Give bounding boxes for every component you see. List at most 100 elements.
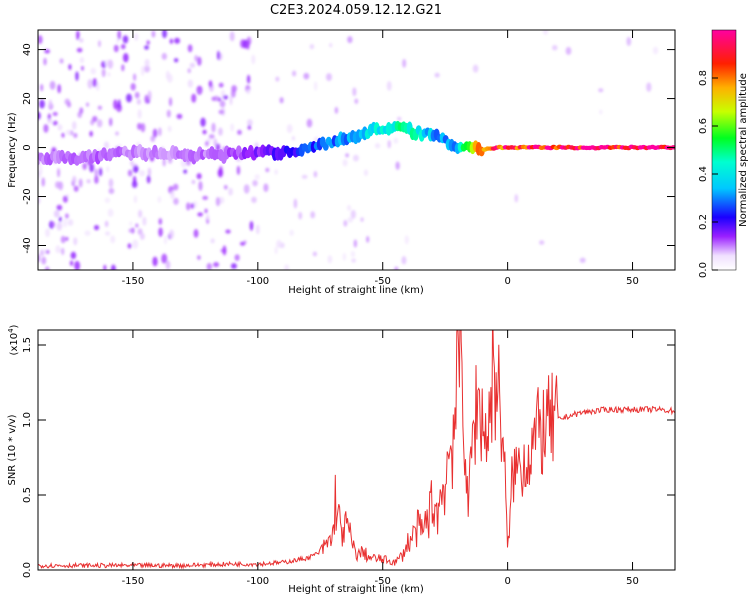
noise-speckle (243, 184, 250, 194)
noise-speckle (39, 99, 45, 109)
noise-speckle (117, 99, 121, 109)
noise-speckle (352, 87, 357, 97)
noise-speckle (104, 197, 111, 204)
noise-speckle (73, 132, 78, 139)
noise-speckle (219, 165, 223, 176)
x-tick-label: -100 (246, 276, 269, 287)
noise-speckle (52, 111, 58, 117)
noise-speckle (113, 99, 118, 110)
noise-speckle (229, 31, 235, 42)
noise-speckle (626, 36, 632, 46)
noise-speckle (173, 197, 179, 205)
noise-speckle (222, 245, 227, 256)
y-tick-label: 1.5 (22, 337, 33, 353)
noise-speckle (147, 167, 152, 177)
noise-speckle (137, 122, 142, 130)
noise-speckle (386, 80, 392, 91)
noise-speckle (110, 235, 116, 244)
noise-speckle (309, 44, 315, 50)
noise-speckle (279, 97, 284, 104)
snr-background (38, 330, 675, 570)
noise-speckle (187, 79, 194, 88)
spectrogram-axes: -150 -100 -50 0 50 -40 -20 0 20 40 (22, 30, 675, 287)
noise-speckle (152, 128, 158, 138)
noise-speckle (200, 117, 206, 127)
noise-speckle (229, 95, 233, 106)
noise-speckle (401, 256, 407, 265)
x-tick-label: -100 (246, 576, 269, 587)
noise-speckle (174, 37, 181, 44)
noise-speckle (289, 229, 294, 236)
noise-speckle (80, 65, 85, 71)
noise-speckle (136, 98, 141, 105)
noise-speckle (286, 124, 293, 134)
noise-speckle (198, 181, 203, 191)
noise-speckle (193, 229, 199, 238)
noise-speckle (122, 52, 129, 63)
noise-speckle (652, 46, 659, 55)
noise-speckle (44, 266, 50, 270)
noise-speckle (325, 73, 332, 82)
noise-speckle (402, 58, 407, 68)
noise-speckle (228, 187, 233, 196)
noise-speckle (539, 240, 545, 245)
noise-speckle (72, 175, 77, 185)
noise-speckle (291, 70, 297, 77)
noise-speckle (543, 30, 548, 35)
noise-speckle (76, 30, 80, 41)
noise-speckle (84, 230, 91, 236)
noise-speckle (129, 221, 133, 226)
noise-speckle (298, 211, 303, 220)
noise-speckle (133, 33, 139, 41)
noise-speckle (115, 131, 119, 136)
noise-speckle (166, 109, 171, 118)
noise-speckle (108, 187, 115, 195)
noise-speckle (108, 178, 114, 188)
noise-speckle (189, 62, 196, 68)
noise-speckle (251, 196, 257, 203)
noise-speckle (55, 245, 61, 254)
noise-speckle (216, 50, 220, 61)
noise-speckle (150, 135, 156, 142)
noise-speckle (206, 262, 213, 270)
y-tick-label: 1.0 (22, 412, 33, 428)
noise-speckle (599, 109, 603, 115)
noise-speckle (94, 168, 98, 178)
colorbar-tick-label: 0.8 (698, 70, 709, 86)
noise-speckle (169, 38, 174, 44)
x-tick-label: -50 (375, 276, 391, 287)
noise-speckle (146, 174, 151, 184)
noise-speckle (565, 46, 572, 55)
noise-speckle (38, 111, 41, 120)
noise-speckle (69, 260, 74, 266)
noise-speckle (197, 212, 203, 217)
noise-speckle (57, 124, 63, 131)
x-tick-label: 50 (626, 276, 639, 287)
noise-speckle (135, 223, 139, 228)
noise-speckle (92, 78, 97, 88)
noise-speckle (176, 113, 183, 119)
noise-speckle (231, 85, 237, 93)
y-tick-label: 0.5 (22, 487, 33, 503)
noise-speckle (397, 116, 402, 121)
noise-speckle (514, 194, 519, 203)
noise-speckle (313, 81, 318, 91)
noise-speckle (246, 39, 250, 50)
noise-speckle (239, 241, 246, 246)
noise-speckle (237, 129, 242, 135)
noise-speckle (204, 208, 208, 214)
colorbar-tick-label: 0.2 (698, 214, 709, 230)
noise-speckle (147, 90, 152, 101)
ridge-blobs (38, 120, 675, 166)
noise-speckle (51, 221, 56, 228)
noise-speckle (65, 213, 69, 219)
noise-speckle (342, 252, 347, 261)
noise-speckle (60, 235, 66, 244)
noise-speckle (197, 56, 202, 66)
noise-speckle (255, 224, 260, 235)
snr-y-multiplier: (x104) (7, 324, 20, 355)
noise-speckle (58, 181, 64, 191)
noise-speckle (146, 40, 150, 45)
noise-speckle (190, 203, 195, 209)
colorbar-tick-label: 0.4 (698, 166, 709, 182)
